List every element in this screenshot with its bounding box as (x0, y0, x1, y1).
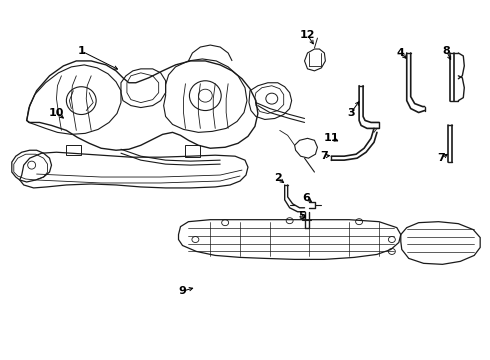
Text: 11: 11 (323, 133, 339, 143)
Text: 5: 5 (298, 211, 305, 221)
Text: 12: 12 (300, 30, 315, 40)
Text: 3: 3 (347, 108, 355, 117)
Text: 2: 2 (274, 173, 282, 183)
Text: 7: 7 (320, 151, 328, 161)
Text: 9: 9 (178, 286, 186, 296)
Text: 7: 7 (438, 153, 445, 163)
Text: 10: 10 (49, 108, 64, 117)
Text: 8: 8 (442, 46, 450, 56)
Text: 6: 6 (303, 193, 311, 203)
Text: 4: 4 (397, 48, 405, 58)
Text: 1: 1 (77, 46, 85, 56)
